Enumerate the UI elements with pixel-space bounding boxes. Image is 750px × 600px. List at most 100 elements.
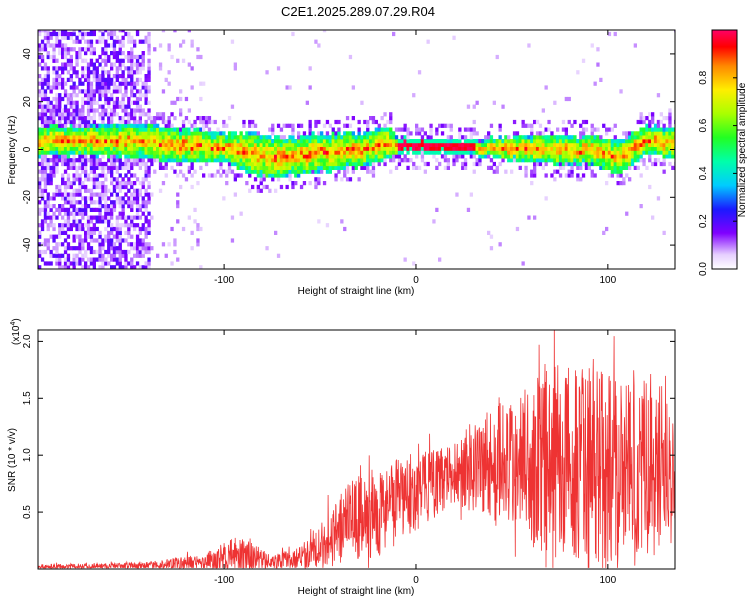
spectrogram-cell [164, 150, 168, 155]
spectrogram-cell [110, 77, 114, 82]
spectrogram-cell [141, 112, 145, 117]
spectrogram-cell [276, 146, 281, 151]
spectrogram-cell [199, 265, 203, 269]
spectrogram-cell [190, 135, 194, 140]
spectrogram-cell [334, 146, 338, 151]
spectrogram-cell [538, 154, 543, 159]
spectrogram-cell [262, 173, 266, 178]
spectrogram-cell [567, 146, 571, 151]
spectrogram-cell [587, 161, 591, 167]
spectrogram-cell [533, 139, 537, 144]
spectrogram-cell [121, 177, 125, 182]
spectrogram-cell [668, 131, 672, 136]
spectrogram-cell [651, 135, 655, 140]
spectrogram-cell [95, 257, 99, 262]
spectrogram-cell [66, 70, 71, 75]
spectrogram-cell [110, 31, 114, 37]
spectrogram-cell [98, 142, 102, 147]
spectrogram-cell [38, 139, 42, 144]
spectrogram-cell [75, 234, 79, 239]
spectrogram-cell [98, 215, 102, 220]
spectrogram-cell [170, 123, 174, 128]
spectrogram-cell [104, 165, 108, 170]
spectrogram-cell [648, 123, 652, 128]
spectrogram-cell [52, 54, 56, 60]
spectrogram-cell [181, 119, 186, 125]
spectrogram-cell [84, 238, 88, 243]
spectrogram-cell [118, 30, 122, 33]
spectrogram-cell [668, 154, 672, 159]
spectrogram-cell [527, 150, 531, 155]
spectrogram-cell [357, 154, 361, 159]
spectrogram-cell [141, 223, 145, 228]
spectrogram-cell [446, 135, 450, 140]
spectrogram-cell [153, 158, 157, 163]
spectrogram-cell [63, 123, 68, 128]
spectrogram-cell [86, 223, 91, 228]
spectrogram-cell [95, 135, 99, 140]
spectrogram-cell [55, 169, 59, 174]
spectrogram-cell [98, 54, 102, 60]
spectrogram-cell [107, 85, 111, 90]
spectrogram-cell [133, 112, 137, 117]
spectrogram-cell [564, 135, 568, 140]
spectrogram-cell [127, 223, 131, 228]
spectrogram-cell [78, 211, 82, 216]
spectrogram-cell [219, 165, 223, 170]
spectrogram-cell [564, 131, 568, 136]
spectrogram-cell [101, 131, 105, 136]
spectrogram-cell [98, 196, 102, 201]
spectrogram-cell [184, 154, 189, 159]
spectrogram-cell [63, 246, 68, 251]
spectrogram-cell [43, 165, 48, 170]
spectrogram-cell [124, 161, 128, 167]
spectrogram-cell [567, 139, 571, 144]
spectrogram-cell [118, 43, 122, 48]
spectrogram-cell [285, 161, 289, 167]
spectrogram-cell [354, 150, 358, 155]
spectrogram-cell [642, 131, 646, 136]
spectrogram-cell [271, 154, 275, 159]
spectrogram-cell [63, 66, 68, 71]
spectrogram-cell [135, 66, 140, 71]
spectrogram-cell [101, 161, 105, 167]
spectrogram-cell [489, 158, 494, 163]
x-tick-label: 100 [600, 575, 617, 586]
spectrogram-cell [674, 146, 675, 151]
spectrogram-cell [245, 161, 249, 167]
spectrogram-cell [95, 139, 99, 144]
spectrogram-cell [144, 173, 148, 178]
spectrogram-cell [130, 161, 134, 167]
spectrogram-cell [176, 127, 180, 132]
spectrogram-cell [84, 77, 88, 82]
spectrogram-cell [75, 135, 79, 140]
spectrogram-cell [101, 30, 105, 33]
spectrogram-cell [628, 161, 632, 167]
spectrogram-cell [596, 142, 600, 147]
spectrogram-cell [147, 62, 151, 67]
spectrogram-cell [89, 104, 94, 109]
spectrogram-cell [161, 242, 166, 247]
spectrogram-cell [253, 123, 258, 128]
spectrogram-cell [84, 184, 88, 190]
spectrogram-cell [668, 123, 672, 128]
spectrogram-cell [84, 249, 88, 255]
spectrogram-cell [253, 131, 258, 136]
spectrogram-cell [369, 142, 373, 147]
spectrogram-cell [138, 215, 142, 220]
spectrogram-cell [567, 161, 571, 167]
spectrogram-cell [179, 112, 183, 117]
spectrogram-cell [72, 161, 76, 167]
spectrogram-cell [498, 146, 502, 151]
spectrogram-cell [636, 146, 640, 151]
spectrogram-cell [112, 204, 117, 209]
spectrogram-cell [187, 150, 191, 155]
spectrogram-cell [392, 150, 396, 155]
spectrogram-cell [124, 119, 128, 125]
spectrogram-cell [438, 161, 442, 167]
spectrogram-cell [110, 116, 114, 121]
spectrogram-cell [199, 154, 203, 159]
spectrogram-cell [46, 31, 50, 37]
spectrogram-cell [92, 119, 96, 125]
spectrogram-cell [144, 265, 148, 269]
